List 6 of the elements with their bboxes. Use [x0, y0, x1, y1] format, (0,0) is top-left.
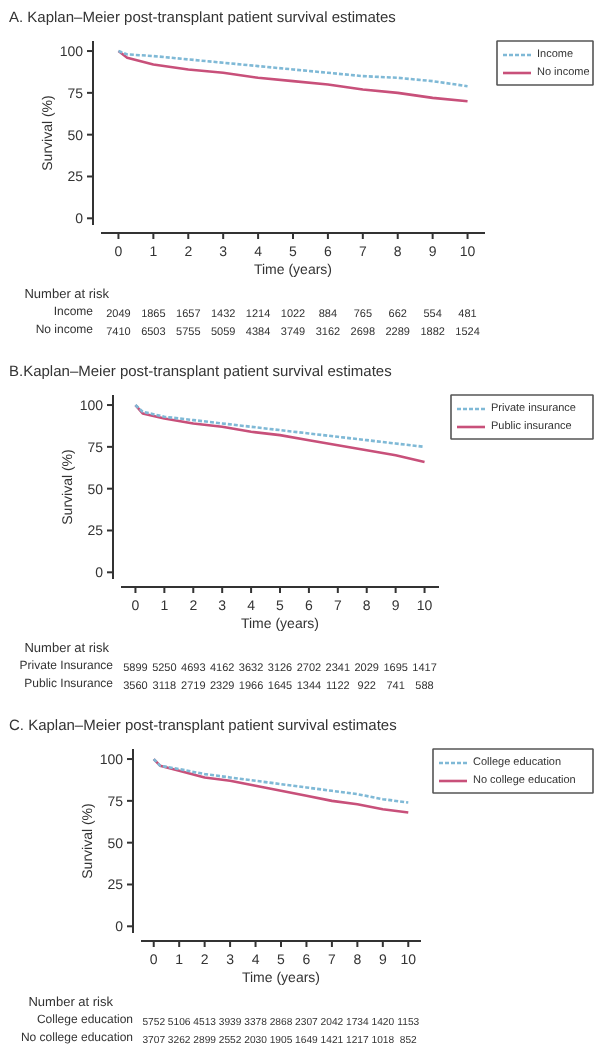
- line-series: [152, 757, 410, 804]
- line-series: [134, 403, 426, 449]
- line-series: [117, 49, 469, 103]
- line-series: [134, 403, 426, 464]
- line-series: [117, 49, 469, 88]
- line-series: [152, 757, 410, 814]
